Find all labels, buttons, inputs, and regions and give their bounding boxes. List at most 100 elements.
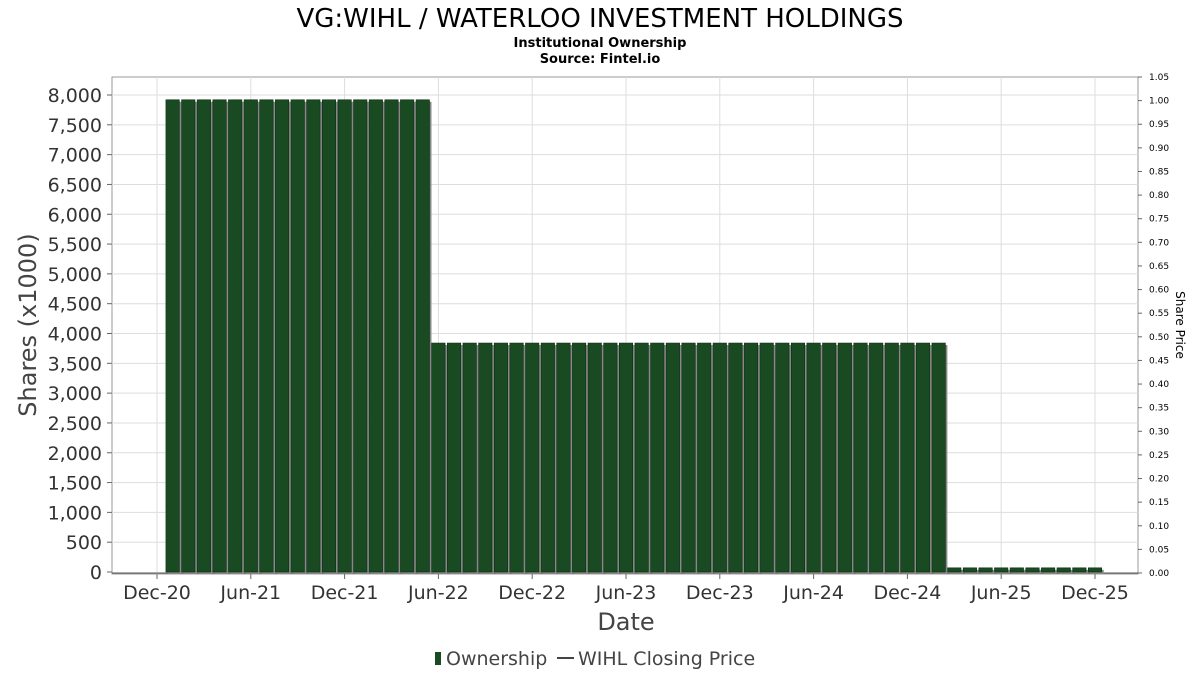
y-right-tick-label: 0.00 bbox=[1149, 569, 1169, 579]
y-right-tick-label: 0.45 bbox=[1149, 356, 1169, 366]
ownership-bar bbox=[603, 342, 618, 573]
y-right-tick-label: 0.05 bbox=[1149, 545, 1169, 555]
ownership-bar bbox=[259, 99, 274, 573]
y-axis-right-ticks: 0.00 0.05 0.10 0.15 0.20 0.25 0.30 0.35 0.40 0.45… bbox=[1138, 73, 1169, 579]
y-right-tick-label: 0.25 bbox=[1149, 451, 1169, 461]
ownership-bar bbox=[1041, 567, 1056, 573]
y-tick-label: 8,000 bbox=[48, 85, 102, 107]
ownership-bar bbox=[181, 99, 196, 573]
ownership-bar bbox=[275, 99, 290, 573]
y-tick-label: 6,000 bbox=[48, 204, 102, 226]
y-right-tick-label: 0.15 bbox=[1149, 498, 1169, 508]
y-right-tick-label: 0.65 bbox=[1149, 262, 1169, 272]
ownership-bar bbox=[650, 342, 665, 573]
ownership-bar bbox=[478, 342, 493, 573]
x-tick-label: Jun-23 bbox=[595, 582, 657, 604]
y-right-tick-label: 0.55 bbox=[1149, 309, 1169, 319]
x-tick-label: Jun-24 bbox=[782, 582, 844, 604]
ownership-bar bbox=[368, 99, 383, 573]
ownership-bar bbox=[884, 342, 899, 573]
x-tick-label: Dec-25 bbox=[1061, 582, 1129, 604]
ownership-bar bbox=[806, 342, 821, 573]
x-axis-ticks: Dec-20 Jun-21 Dec-21 Jun-22 Dec-22 Jun-23 Dec-… bbox=[123, 574, 1129, 604]
x-axis-label: Date bbox=[597, 608, 654, 636]
legend-ownership-swatch bbox=[435, 652, 441, 665]
y-tick-label: 5,500 bbox=[48, 234, 102, 256]
y-tick-label: 7,500 bbox=[48, 115, 102, 137]
ownership-bar bbox=[321, 99, 336, 573]
ownership-bar bbox=[1056, 567, 1071, 573]
ownership-bar bbox=[900, 342, 915, 573]
ownership-bar bbox=[572, 342, 587, 573]
y-tick-label: 1,500 bbox=[48, 473, 102, 495]
ownership-bar bbox=[306, 99, 321, 573]
ownership-bar bbox=[400, 99, 415, 573]
legend-ownership-label: Ownership bbox=[446, 648, 547, 670]
y-tick-label: 2,500 bbox=[48, 413, 102, 435]
chart-subtitle: Institutional Ownership bbox=[514, 36, 687, 51]
x-tick-label: Jun-25 bbox=[970, 582, 1032, 604]
x-tick-label: Dec-20 bbox=[123, 582, 191, 604]
ownership-bar bbox=[790, 342, 805, 573]
y-tick-label: 4,500 bbox=[48, 294, 102, 316]
ownership-bar bbox=[837, 342, 852, 573]
ownership-bar bbox=[853, 342, 868, 573]
y-tick-label: 3,500 bbox=[48, 353, 102, 375]
ownership-bar bbox=[916, 342, 931, 573]
ownership-bar bbox=[165, 99, 180, 573]
ownership-bar bbox=[212, 99, 227, 573]
ownership-bar bbox=[1087, 567, 1103, 573]
ownership-bar bbox=[978, 567, 993, 573]
y-tick-label: 4,000 bbox=[48, 324, 102, 346]
y-tick-label: 2,000 bbox=[48, 443, 102, 465]
y-right-tick-label: 0.35 bbox=[1149, 404, 1169, 414]
ownership-bar bbox=[712, 342, 727, 573]
y-tick-label: 6,500 bbox=[48, 174, 102, 196]
ownership-bar bbox=[744, 342, 759, 573]
y-right-tick-label: 0.90 bbox=[1149, 144, 1169, 154]
y-axis-ticks: 0 500 1,000 1,500 2,000 2,500 3,000 3,500 4,000 4… bbox=[48, 85, 112, 584]
y-right-tick-label: 0.75 bbox=[1149, 215, 1169, 225]
ownership-bar bbox=[353, 99, 368, 573]
ownership-bar bbox=[290, 99, 305, 573]
ownership-bar bbox=[556, 342, 571, 573]
legend: Ownership WIHL Closing Price bbox=[435, 648, 755, 670]
ownership-bar bbox=[509, 342, 524, 573]
y-tick-label: 1,000 bbox=[48, 502, 102, 524]
y-right-tick-label: 0.30 bbox=[1149, 427, 1169, 437]
y-right-tick-label: 1.05 bbox=[1149, 73, 1169, 83]
chart-source: Source: Fintel.io bbox=[540, 52, 661, 67]
legend-price-label: WIHL Closing Price bbox=[578, 648, 755, 670]
x-tick-label: Dec-21 bbox=[311, 582, 379, 604]
y-right-tick-label: 0.60 bbox=[1149, 286, 1169, 296]
x-tick-label: Dec-22 bbox=[498, 582, 566, 604]
y-right-tick-label: 0.80 bbox=[1149, 191, 1169, 201]
ownership-bar bbox=[415, 99, 430, 573]
ownership-bar bbox=[337, 99, 352, 573]
ownership-bar bbox=[447, 342, 462, 573]
ownership-bar bbox=[431, 342, 446, 573]
y-right-tick-label: 0.40 bbox=[1149, 380, 1169, 390]
ownership-bar bbox=[775, 342, 790, 573]
y-axis-label: Shares (x1000) bbox=[14, 233, 42, 416]
ownership-bar bbox=[931, 342, 946, 573]
x-tick-label: Dec-23 bbox=[686, 582, 754, 604]
x-tick-label: Jun-22 bbox=[407, 582, 469, 604]
ownership-bar bbox=[618, 342, 634, 573]
ownership-bar bbox=[462, 342, 477, 573]
ownership-bar bbox=[697, 342, 712, 573]
y-right-tick-label: 1.00 bbox=[1149, 97, 1169, 107]
y-tick-label: 3,000 bbox=[48, 383, 102, 405]
ownership-bar bbox=[728, 342, 743, 573]
x-tick-label: Dec-24 bbox=[873, 582, 941, 604]
y-tick-label: 500 bbox=[66, 532, 102, 554]
y-right-tick-label: 0.85 bbox=[1149, 167, 1169, 177]
ownership-bar bbox=[1025, 567, 1040, 573]
ownership-bar bbox=[994, 567, 1009, 573]
ownership-bar bbox=[1072, 567, 1087, 573]
ownership-bar bbox=[243, 99, 258, 573]
y-tick-label: 0 bbox=[90, 562, 102, 584]
y-right-tick-label: 0.50 bbox=[1149, 333, 1169, 343]
y-axis-right-label: Share Price bbox=[1173, 291, 1187, 359]
